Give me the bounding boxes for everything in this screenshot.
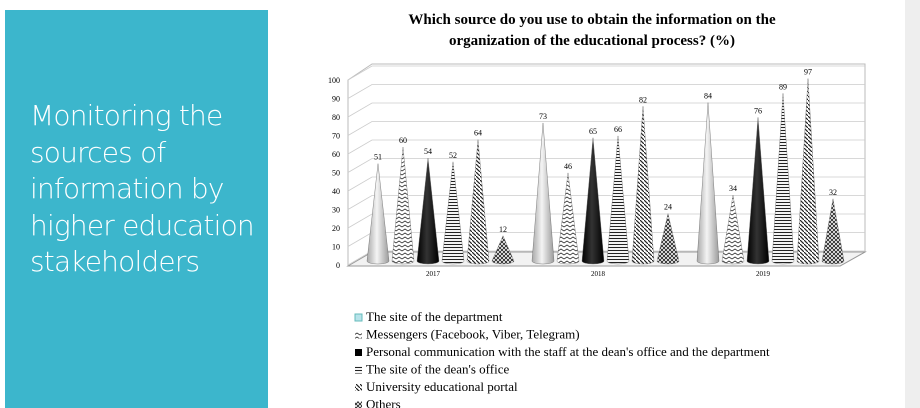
data-label: 65 (589, 127, 597, 136)
data-label: 73 (539, 112, 547, 121)
x-tick-label: 2019 (756, 270, 771, 278)
scrollbar (905, 0, 920, 408)
legend-label: The site of the dean's office (366, 362, 509, 377)
cone (556, 172, 580, 265)
y-tick-label: 0 (336, 261, 340, 270)
legend-swatch (355, 349, 362, 356)
grid-line (347, 139, 865, 155)
legend-label: University educational portal (366, 379, 518, 394)
cone (606, 135, 630, 265)
cone (746, 117, 770, 265)
data-label: 89 (779, 82, 787, 91)
y-tick-label: 20 (332, 224, 340, 233)
data-label: 60 (399, 136, 407, 145)
side-panel (5, 10, 268, 408)
data-label: 52 (449, 151, 457, 160)
cone (821, 198, 845, 265)
y-tick-label: 70 (332, 132, 340, 141)
x-tick-label: 2017 (426, 270, 441, 278)
data-label: 34 (729, 184, 737, 193)
cone (466, 139, 490, 265)
data-label: 46 (564, 162, 572, 171)
panel-text: Monitoring the sources of information by… (30, 99, 255, 278)
legend-swatch (355, 401, 362, 408)
cone (491, 235, 515, 265)
chart-title: organization of the educational process?… (449, 33, 735, 49)
y-tick-label: 10 (332, 243, 340, 252)
data-label: 97 (804, 68, 812, 77)
grid-line (347, 102, 865, 118)
legend-label: Personal communication with the staff at… (366, 344, 770, 359)
grid-line (347, 195, 865, 210)
data-label: 64 (474, 129, 482, 138)
data-label: 76 (754, 106, 762, 115)
y-tick-label: 50 (332, 169, 340, 178)
grid-line (347, 84, 865, 99)
data-label: 32 (829, 188, 837, 197)
data-label: 24 (664, 203, 672, 212)
grid-line (347, 121, 865, 136)
legend-label: The site of the department (366, 309, 503, 324)
y-tick-label: 100 (328, 76, 340, 85)
cone (531, 122, 555, 265)
y-tick-label: 90 (332, 95, 340, 104)
y-tick-label: 80 (332, 113, 340, 122)
data-label: 12 (499, 225, 507, 234)
y-tick-label: 30 (332, 206, 340, 215)
cone (696, 102, 720, 265)
y-tick-label: 60 (332, 150, 340, 159)
data-label: 54 (424, 147, 432, 156)
cone (631, 106, 655, 265)
cone (391, 146, 415, 265)
legend-swatch (355, 366, 362, 374)
grid-line (347, 65, 865, 81)
legend-label: Others (366, 397, 401, 408)
chart-title: Which source do you use to obtain the in… (408, 12, 776, 28)
cone (771, 93, 795, 265)
cone (581, 137, 605, 265)
y-tick-label: 40 (332, 187, 340, 196)
x-tick-label: 2018 (591, 270, 606, 278)
cone (656, 213, 680, 265)
legend-swatch (354, 313, 363, 322)
data-label: 82 (639, 95, 647, 104)
cone (416, 158, 440, 265)
legend-swatch (355, 384, 362, 391)
grid-line (347, 158, 865, 173)
grid-line (347, 176, 865, 192)
cone (441, 161, 465, 265)
cone (721, 195, 745, 265)
legend-label: Messengers (Facebook, Viber, Telegram) (366, 327, 580, 342)
legend-swatch (355, 331, 362, 339)
data-label: 84 (704, 92, 712, 101)
cone (366, 163, 390, 265)
data-label: 66 (614, 125, 622, 134)
data-label: 51 (374, 153, 382, 162)
cone (796, 78, 820, 265)
